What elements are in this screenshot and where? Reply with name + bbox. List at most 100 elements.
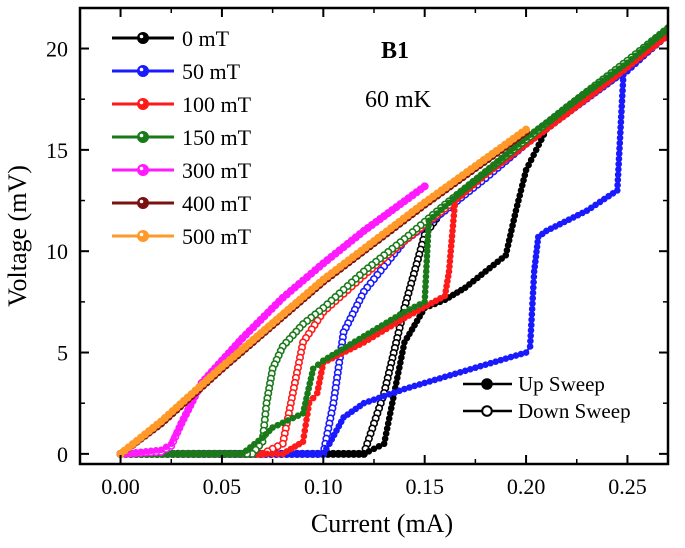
point-up [433,210,441,217]
point-up [370,445,378,453]
legend-label: 100 mT [182,92,252,117]
point-up [309,365,317,373]
point-up [234,349,242,356]
legend-marker [137,197,149,209]
point-up [222,359,230,367]
point-up [401,308,408,316]
legend-marker [137,230,149,242]
point-up [453,192,461,199]
y-tick-label: 10 [46,239,68,264]
point-up [528,316,535,323]
legend-marker [137,32,149,44]
y-tick-label: 0 [57,442,68,467]
sweep-legend-entry-down-sweep: Down Sweep [463,399,631,423]
legend-marker [137,164,149,176]
legend-label: 0 mT [182,26,230,51]
point-up [530,278,537,286]
point-up [360,450,368,458]
legend-entry-100-mt: 100 mT [112,92,252,117]
axis-ticks: 0.00 0.05 0.10 0.15 0.20 0.25 0 5 10 15 20 [46,8,668,499]
point-up [251,335,258,342]
point-up [230,352,238,360]
point-up [406,306,413,313]
point-up [299,438,307,446]
point-up [267,321,274,328]
series-500-mt [116,125,531,458]
point-up [530,273,538,281]
point-up [421,183,428,190]
y-axis-label: Voltage (mV) [3,165,32,307]
legend-marker-highlight [139,166,144,171]
point-up [170,435,178,442]
legend-label: 500 mT [182,224,252,249]
point-up [323,445,330,453]
sweep-legend-label: Up Sweep [518,372,605,396]
point-up [425,217,433,225]
point-up [255,331,262,339]
point-up [522,349,530,356]
point-up [242,342,250,349]
sweep-legend: Up Sweep Down Sweep [463,372,631,423]
legend-entry-0-mt: 0 mT [112,26,230,51]
point-up [527,156,535,164]
point-up [449,195,457,203]
x-tick-label: 0.00 [101,474,140,499]
point-up [238,345,246,353]
legend-label: 300 mT [182,158,252,183]
sweep-legend-marker [481,405,493,417]
point-up [173,430,180,437]
point-up [167,440,175,448]
point-up [522,166,530,174]
y-tick-label: 5 [57,341,68,366]
point-up [532,146,540,154]
x-tick-label: 0.15 [405,474,444,499]
x-tick-label: 0.05 [203,474,242,499]
x-axis-label: Current (mA) [311,509,453,538]
point-up [247,338,254,346]
x-tick-label: 0.25 [608,474,647,499]
legend-marker-highlight [139,232,144,237]
y-tick-label: 20 [46,37,68,62]
point-up [528,305,536,313]
point-up [175,425,183,432]
legend-marker-highlight [139,133,144,138]
legend-entry-500-mt: 500 mT [112,224,252,249]
chart-title: B1 [381,38,409,64]
point-up [445,199,453,207]
legend-label: 150 mT [182,125,252,150]
point-up [303,416,310,424]
series-300-mt [116,182,429,458]
legend-label: 400 mT [182,191,252,216]
point-up [527,321,535,329]
legend-entry-50-mt: 50 mT [112,59,241,84]
point-up [525,161,532,169]
point-up [530,284,537,291]
legend: 0 mT 50 mT 100 mT 150 mT 300 mT 400 mT 500 mT [112,26,252,249]
point-up [526,343,534,350]
legend-entry-150-mt: 150 mT [112,125,252,150]
point-up [429,213,437,221]
point-up [314,361,322,368]
point-up [529,294,537,302]
point-up [530,151,537,159]
point-up [375,442,383,450]
legend-entry-300-mt: 300 mT [112,158,252,183]
legend-entry-400-mt: 400 mT [112,191,252,216]
point-up [263,324,270,332]
point-up [162,443,170,451]
point-up [457,188,465,196]
point-up [275,314,283,321]
point-up [302,421,309,429]
point-up [411,303,418,311]
x-tick-label: 0.20 [507,474,546,499]
legend-marker-highlight [139,34,144,39]
point-up [522,126,530,133]
point-up [529,289,537,297]
point-up [529,300,536,307]
legend-marker [137,131,149,143]
point-up [157,446,165,454]
point-up [309,394,317,402]
legend-marker [137,65,149,77]
point-up [441,203,449,210]
